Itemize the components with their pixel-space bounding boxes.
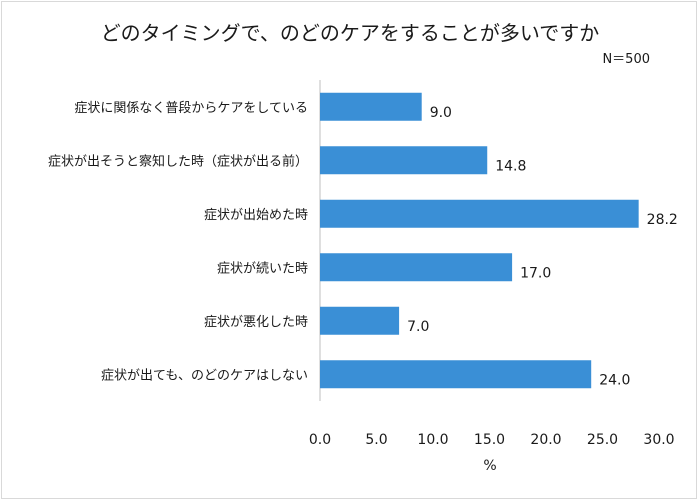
category-label: 症状が続いた時 bbox=[217, 261, 308, 276]
category-label: 症状に関係なく普段からケアをしている bbox=[74, 101, 308, 116]
data-label: 9.0 bbox=[430, 105, 452, 121]
bar bbox=[320, 199, 639, 228]
data-label: 7.0 bbox=[407, 319, 429, 335]
x-tick-label: 5.0 bbox=[365, 432, 387, 448]
x-tick-label: 30.0 bbox=[643, 432, 674, 448]
data-label: 14.8 bbox=[495, 158, 526, 174]
plot-area: 症状に関係なく普段からケアをしている 9.0 症状が出そうと察知した時（症状が出る前… bbox=[48, 80, 678, 448]
category-label: 症状が悪化した時 bbox=[204, 315, 308, 330]
bar bbox=[320, 360, 592, 389]
category-label: 症状が出そうと察知した時（症状が出る前） bbox=[48, 153, 308, 169]
category-label: 症状が出ても、のどのケアはしない bbox=[101, 368, 308, 383]
category-label: 症状が出始めた時 bbox=[204, 208, 308, 223]
data-label: 17.0 bbox=[520, 265, 551, 281]
data-label: 28.2 bbox=[647, 212, 678, 228]
data-label: 24.0 bbox=[599, 372, 630, 388]
bar bbox=[320, 146, 488, 175]
x-tick-label: 15.0 bbox=[474, 432, 505, 448]
x-tick-label: 20.0 bbox=[530, 432, 561, 448]
x-axis-label: % bbox=[483, 458, 496, 474]
bar bbox=[320, 92, 422, 121]
chart-title: どのタイミングで、のどのケアをすることが多いですか bbox=[101, 21, 600, 45]
sample-size-note: N＝500 bbox=[602, 52, 650, 67]
x-tick-label: 10.0 bbox=[417, 432, 448, 448]
x-tick-label: 25.0 bbox=[587, 432, 618, 448]
bar bbox=[320, 306, 400, 335]
x-tick-label: 0.0 bbox=[309, 432, 331, 448]
bar bbox=[320, 253, 513, 282]
